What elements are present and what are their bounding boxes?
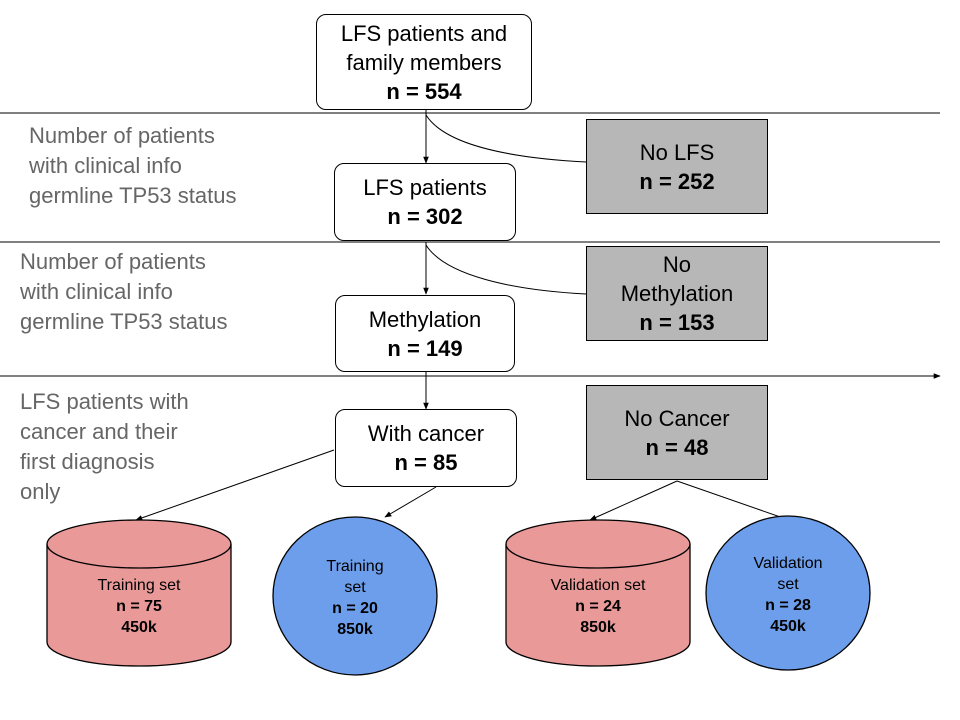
dataset-platform: 450k	[770, 618, 806, 635]
dataset-platform: 850k	[337, 621, 373, 638]
node-label: No LFS	[639, 139, 715, 165]
validation-850k-cylinder	[505, 519, 691, 667]
dataset-name: Validation set	[550, 576, 646, 594]
side-note-clinical-info-2: Number of patients with clinical info ge…	[20, 249, 228, 334]
dataset-count: n = 28	[765, 597, 811, 614]
dataset-name: Training set	[97, 576, 181, 594]
node-no-lfs: No LFS n = 252	[586, 119, 768, 214]
node-with-cancer: With cancer n = 85	[335, 409, 517, 487]
side-note-clinical-info-1: Number of patients with clinical info ge…	[29, 123, 237, 208]
arrow-nocancer-to-validation-850k	[589, 480, 678, 521]
validation-450k-circle	[705, 515, 871, 671]
node-label: Methylation	[368, 306, 482, 332]
node-label: LFS patients and family members	[340, 20, 508, 75]
node-label: No Cancer	[624, 405, 730, 431]
node-count: n = 85	[394, 450, 458, 475]
node-label: LFS patients	[363, 175, 487, 200]
curve-to-no-lfs	[425, 114, 587, 163]
training-450k-label: Training set n = 75 450k	[47, 570, 231, 642]
dataset-count: n = 24	[575, 597, 621, 615]
training-450k-cylinder	[46, 519, 232, 667]
node-label: With cancer	[367, 421, 485, 446]
training-850k-circle	[272, 516, 438, 676]
node-label: No Methylation	[620, 252, 734, 306]
node-methylation: Methylation n = 149	[335, 295, 515, 372]
arrow-nocancer-to-validation-450k	[676, 480, 790, 521]
node-lfs-patients: LFS patients n = 302	[334, 163, 516, 241]
arrow-cancer-to-training-850k	[384, 486, 437, 518]
validation-850k-label: Validation set n = 24 850k	[506, 570, 690, 642]
validation-450k-label: Validation set n = 28 450k	[706, 550, 870, 640]
dataset-name: Training set	[326, 558, 384, 596]
node-count: n = 252	[639, 168, 715, 194]
side-note-cancer-first-diagnosis: LFS patients with cancer and their first…	[20, 389, 189, 504]
dataset-platform: 850k	[580, 618, 616, 636]
dataset-count: n = 75	[116, 597, 162, 615]
dataset-count: n = 20	[332, 600, 378, 617]
dataset-platform: 450k	[121, 618, 157, 636]
dataset-name: Validation set	[753, 555, 823, 593]
training-850k-label: Training set n = 20 850k	[273, 553, 437, 643]
node-lfs-and-family: LFS patients and family members n = 554	[316, 14, 532, 110]
node-count: n = 554	[386, 78, 462, 104]
node-no-methylation: No Methylation n = 153	[586, 246, 768, 341]
curve-to-no-methylation	[425, 244, 587, 295]
node-count: n = 149	[387, 335, 463, 361]
node-no-cancer: No Cancer n = 48	[586, 385, 768, 480]
node-count: n = 153	[639, 310, 715, 335]
node-count: n = 302	[387, 204, 463, 229]
arrow-cancer-to-training-450k	[135, 449, 335, 521]
node-count: n = 48	[645, 434, 709, 460]
